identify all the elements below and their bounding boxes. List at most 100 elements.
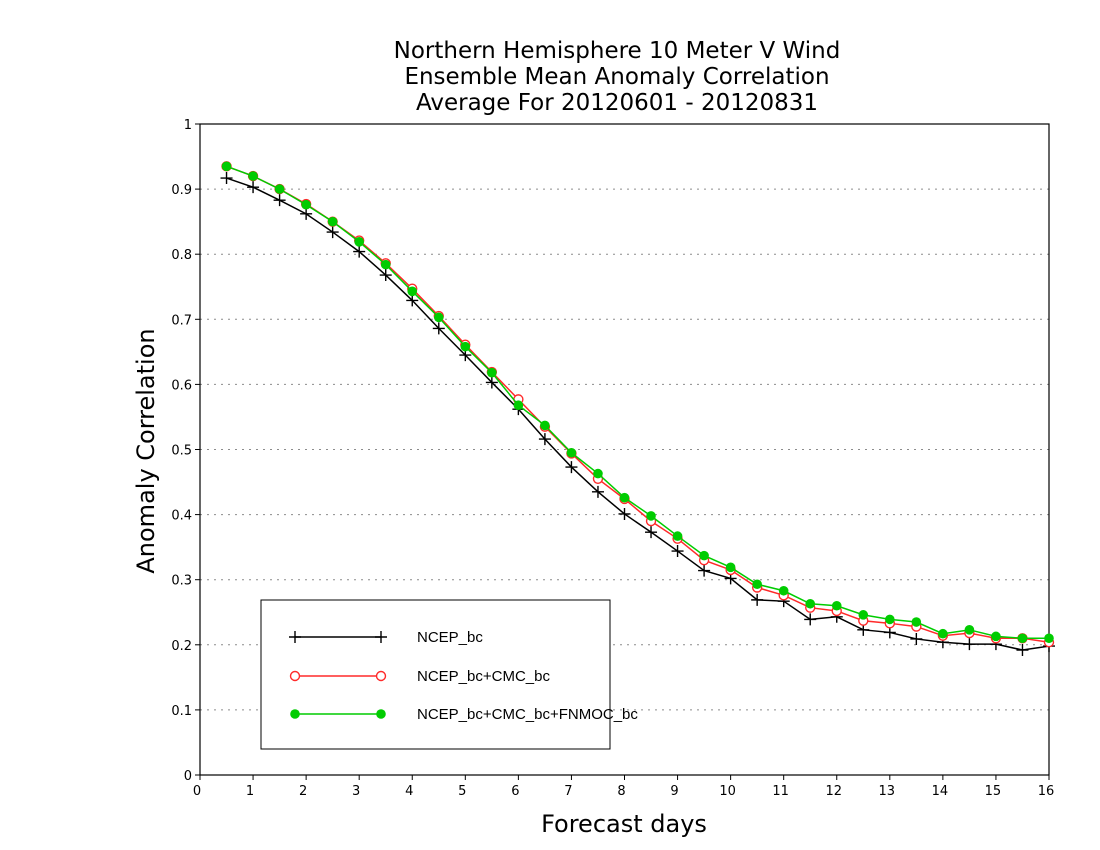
x-tick-label: 13 — [879, 784, 896, 799]
data-point — [538, 433, 551, 446]
data-point — [991, 631, 1001, 642]
data-point — [485, 376, 498, 389]
data-point — [885, 614, 895, 625]
data-point — [963, 638, 976, 651]
legend: NCEP_bc NCEP_bc+CMC_bc NCEP_bc+CMC_bc+FNMO… — [260, 599, 638, 750]
data-point — [618, 507, 631, 520]
y-tick-label: 1 — [184, 118, 192, 133]
data-point — [910, 632, 923, 645]
chart-title: Northern Hemisphere 10 Meter V WindEnsem… — [394, 38, 841, 116]
series-line — [226, 165, 1050, 643]
x-tick-label: 10 — [719, 784, 736, 799]
legend-marker — [289, 631, 301, 643]
x-tick-label: 11 — [772, 784, 789, 799]
y-tick-label: 0.7 — [171, 313, 192, 328]
data-point — [220, 172, 233, 185]
data-point — [513, 400, 524, 411]
series-2 — [221, 161, 1054, 644]
x-tick-label: 12 — [825, 784, 842, 799]
data-point — [248, 171, 258, 181]
y-tick-label: 0.9 — [171, 183, 192, 198]
series-line — [226, 165, 1049, 640]
data-point — [911, 617, 922, 627]
data-point — [326, 226, 339, 239]
data-point — [566, 447, 577, 458]
y-tick-label: 0.8 — [171, 248, 192, 263]
axis-ticks: 00.10.20.30.40.50.60.70.80.910 1 2 3 4 5 6 7 8 9 1… — [171, 118, 1054, 799]
data-point — [1044, 633, 1054, 644]
data-point — [751, 593, 764, 606]
y-tick-label: 0.5 — [171, 444, 192, 459]
legend-box — [260, 599, 611, 750]
data-point — [407, 286, 418, 297]
legend-marker — [375, 631, 387, 643]
y-tick-label: 0.1 — [171, 704, 192, 719]
data-point — [804, 613, 817, 626]
legend-marker — [376, 709, 386, 719]
x-tick-label: 6 — [511, 784, 519, 799]
data-point — [300, 207, 313, 220]
x-tick-label: 5 — [458, 784, 466, 799]
data-point — [646, 511, 656, 521]
x-tick-label: 4 — [405, 784, 413, 799]
x-tick-label: 14 — [932, 784, 949, 799]
data-point — [221, 161, 232, 172]
y-tick-label: 0.3 — [171, 574, 192, 589]
data-point — [619, 492, 630, 503]
legend-marker — [375, 670, 387, 682]
y-tick-label: 0.2 — [171, 639, 192, 654]
legend-label: NCEP_bc+CMC_bc+FNMOC_bc — [417, 706, 638, 723]
data-point — [699, 550, 709, 561]
x-tick-label: 15 — [985, 784, 1002, 799]
data-point — [938, 628, 948, 639]
data-point — [433, 312, 444, 323]
data-point — [591, 485, 604, 498]
series-line — [226, 177, 1050, 651]
data-point — [1017, 633, 1028, 644]
y-tick-label: 0.6 — [171, 378, 192, 393]
x-tick-label: 2 — [299, 784, 307, 799]
data-point — [805, 598, 816, 609]
data-point — [964, 625, 975, 635]
series-1 — [221, 161, 1055, 648]
data-point — [645, 526, 658, 539]
data-point — [565, 461, 578, 474]
legend-label: NCEP_bc — [417, 629, 483, 646]
data-point — [274, 184, 285, 194]
x-tick-label: 9 — [670, 784, 678, 799]
data-point — [1016, 644, 1029, 657]
data-point — [698, 564, 711, 577]
x-tick-label: 16 — [1038, 784, 1055, 799]
x-tick-label: 7 — [564, 784, 572, 799]
data-point — [487, 367, 497, 378]
data-point — [858, 610, 869, 620]
data-point — [540, 420, 550, 431]
data-point — [301, 199, 311, 210]
x-tick-label: 0 — [193, 784, 201, 799]
data-point — [354, 237, 364, 247]
legend-label: NCEP_bc+CMC_bc — [417, 668, 550, 685]
x-tick-label: 1 — [246, 784, 254, 799]
x-tick-label: 8 — [617, 784, 625, 799]
data-point — [752, 579, 762, 590]
title-line: Northern Hemisphere 10 Meter V Wind — [394, 38, 841, 64]
data-point — [671, 545, 684, 558]
series-0 — [220, 172, 1055, 657]
data-point — [672, 531, 683, 541]
data-point — [460, 341, 471, 352]
data-point — [247, 181, 260, 194]
legend-marker — [289, 670, 301, 682]
data-point — [406, 294, 419, 307]
data-point — [432, 322, 445, 335]
data-point — [831, 600, 842, 611]
x-tick-label: 3 — [352, 784, 360, 799]
legend-marker — [290, 709, 300, 719]
x-axis-label: Forecast days — [541, 810, 707, 838]
title-line: Average For 20120601 - 20120831 — [416, 90, 818, 116]
data-point — [778, 585, 789, 596]
data-point — [273, 194, 286, 207]
data-point — [725, 562, 736, 573]
title-line: Ensemble Mean Anomaly Correlation — [404, 64, 829, 90]
data-point — [379, 269, 392, 282]
